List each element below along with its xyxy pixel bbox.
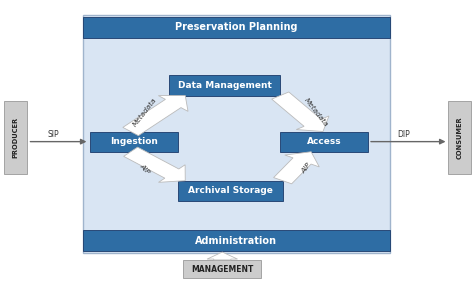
FancyBboxPatch shape xyxy=(448,101,471,174)
FancyBboxPatch shape xyxy=(183,260,261,278)
FancyBboxPatch shape xyxy=(169,75,280,96)
FancyBboxPatch shape xyxy=(178,181,283,201)
Text: MANAGEMENT: MANAGEMENT xyxy=(191,264,253,274)
Text: CONSUMER: CONSUMER xyxy=(457,116,463,159)
Text: Data Management: Data Management xyxy=(178,81,271,90)
FancyBboxPatch shape xyxy=(280,132,368,152)
Polygon shape xyxy=(272,92,329,132)
Text: PRODUCER: PRODUCER xyxy=(12,117,18,158)
Text: Metadata: Metadata xyxy=(303,97,329,128)
FancyBboxPatch shape xyxy=(83,15,390,253)
Text: Administration: Administration xyxy=(195,236,277,246)
Text: SIP: SIP xyxy=(48,130,59,139)
Polygon shape xyxy=(124,147,185,182)
Polygon shape xyxy=(274,152,319,184)
Text: Metadata: Metadata xyxy=(132,97,158,128)
FancyBboxPatch shape xyxy=(83,230,390,251)
Text: Preservation Planning: Preservation Planning xyxy=(175,22,297,32)
Text: AIP: AIP xyxy=(301,162,312,175)
Text: DIP: DIP xyxy=(397,130,410,139)
Text: AIP: AIP xyxy=(139,162,151,175)
Text: Archival Storage: Archival Storage xyxy=(188,186,273,195)
Polygon shape xyxy=(207,252,238,260)
FancyBboxPatch shape xyxy=(83,17,390,38)
Polygon shape xyxy=(123,96,188,136)
Text: Access: Access xyxy=(307,137,342,146)
Text: Ingestion: Ingestion xyxy=(110,137,158,146)
FancyBboxPatch shape xyxy=(4,101,27,174)
FancyBboxPatch shape xyxy=(90,132,178,152)
